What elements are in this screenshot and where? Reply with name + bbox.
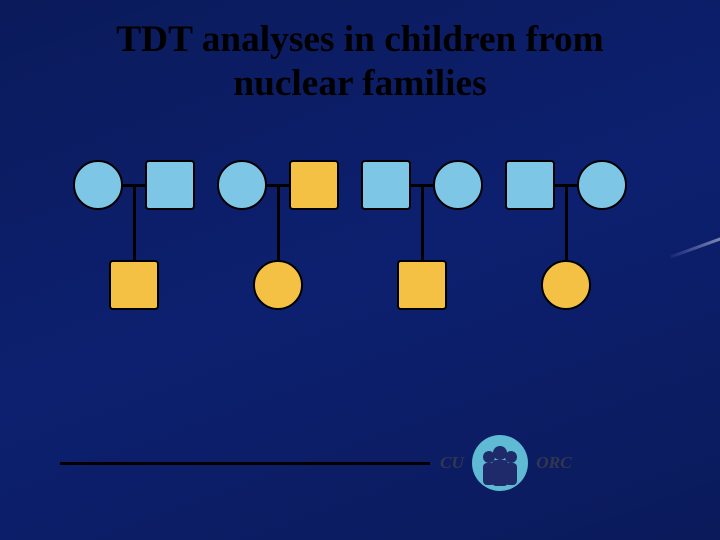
title-line-1: TDT analyses in children from [116,19,603,60]
people-icon [472,435,528,491]
pedigree-square [505,160,555,210]
pedigree-square [289,160,339,210]
pedigree-square [361,160,411,210]
pedigree-square [145,160,195,210]
pedigree-square [109,260,159,310]
pedigree-circle [73,160,123,210]
pedigree-circle [253,260,303,310]
pedigree-circle [433,160,483,210]
slide-title: TDT analyses in children from nuclear fa… [0,18,720,106]
pedigree-diagram [70,160,650,340]
pedigree-square [397,260,447,310]
pedigree-circle [577,160,627,210]
slide: TDT analyses in children from nuclear fa… [0,0,720,540]
logo-text-right: ORC [536,453,572,473]
footer-rule [60,462,430,465]
title-line-2: nuclear families [233,63,486,104]
pedigree-connector [421,185,424,262]
logo-disc [472,435,528,491]
pedigree-circle [217,160,267,210]
footer-logo: CU ORC [440,430,572,496]
pedigree-connector [565,185,568,262]
pedigree-connector [277,185,280,262]
accent-streak [670,232,720,259]
pedigree-circle [541,260,591,310]
pedigree-connector [133,185,136,262]
logo-text-left: CU [440,453,464,473]
